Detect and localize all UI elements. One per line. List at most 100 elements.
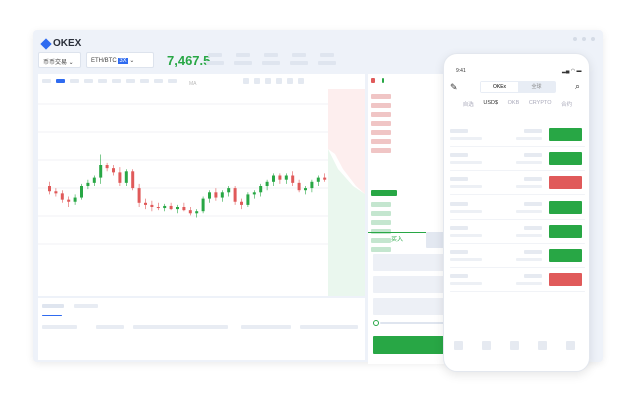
tab-futures[interactable]: 合约 [561, 102, 573, 108]
ask-row [371, 112, 391, 117]
stat-label [236, 53, 250, 57]
bid-row [371, 220, 391, 225]
row-price [524, 153, 542, 158]
indicator-select[interactable]: MA [189, 81, 197, 87]
row-divider [450, 291, 585, 293]
candle [195, 211, 199, 214]
interval-button[interactable] [140, 79, 149, 83]
stat-label [264, 53, 278, 57]
tool-icon[interactable] [276, 78, 282, 84]
tab-okb[interactable]: OKB [507, 100, 520, 106]
stat-value [206, 61, 224, 65]
row-fiat [516, 282, 542, 286]
candle [272, 175, 275, 182]
buy-button[interactable] [373, 336, 448, 354]
tool-icon[interactable] [243, 78, 249, 84]
segment-okex[interactable]: OKEx [481, 82, 518, 92]
total-input[interactable] [373, 298, 448, 315]
row-symbol [450, 129, 468, 133]
candle [188, 210, 192, 214]
row-volume [450, 258, 482, 261]
candle [316, 177, 320, 182]
orderbook: 买入 [368, 74, 448, 364]
depth-toggle[interactable] [382, 78, 384, 83]
tab-crypto[interactable]: CRYPTO [528, 100, 552, 106]
nav-icon[interactable] [510, 341, 519, 350]
tool-icon[interactable] [265, 78, 271, 84]
candle [297, 182, 301, 191]
interval-button[interactable] [154, 79, 163, 83]
nav-icon[interactable] [538, 341, 547, 350]
interval-button[interactable] [84, 79, 93, 83]
tab-usd[interactable]: USD$ [483, 100, 499, 106]
market-select[interactable]: 币币交易 ⌄ [38, 52, 81, 68]
tab-history[interactable] [74, 304, 98, 308]
tool-icon[interactable] [254, 78, 260, 84]
buy-tab[interactable]: 买入 [368, 232, 426, 248]
interval-button[interactable] [168, 79, 177, 83]
stat-value [262, 61, 280, 65]
row-fiat [516, 258, 542, 261]
tab-favorites[interactable]: 自选 [462, 102, 474, 108]
row-volume [450, 282, 482, 286]
sell-tab[interactable] [426, 232, 448, 248]
amount-slider[interactable] [380, 322, 448, 324]
tab-open-orders[interactable] [42, 304, 64, 308]
depth-bids [328, 149, 365, 296]
candle [304, 188, 307, 191]
interval-button[interactable] [126, 79, 135, 83]
nav-icon[interactable] [566, 341, 575, 350]
candles-svg [38, 89, 365, 296]
candle [60, 193, 64, 200]
mid-price [371, 190, 397, 196]
bid-row [371, 202, 391, 207]
change-button[interactable] [549, 224, 582, 238]
row-fiat [516, 209, 542, 213]
change-button[interactable] [549, 200, 582, 214]
stat-value [234, 61, 252, 65]
row-divider [450, 267, 585, 268]
pair-select[interactable]: ETH/BTC 3X ⌄ [86, 52, 154, 68]
candle [176, 207, 179, 210]
interval-button[interactable] [112, 79, 121, 83]
bid-row [371, 211, 391, 216]
interval-button[interactable] [98, 79, 107, 83]
candle [92, 177, 96, 183]
candle [150, 204, 154, 207]
depth-toggle[interactable] [371, 78, 375, 83]
search-icon[interactable]: ⌕ [575, 81, 581, 91]
candle [240, 201, 243, 205]
kline-chart[interactable]: MA [38, 74, 365, 296]
segment-global[interactable]: 全球 [531, 84, 542, 90]
edit-icon[interactable]: ✎ [450, 82, 458, 92]
ask-row [371, 121, 391, 126]
row-price [524, 250, 542, 254]
orders-panel [38, 298, 365, 360]
row-price [524, 129, 542, 133]
change-button[interactable] [549, 273, 582, 287]
interval-button[interactable] [56, 79, 65, 83]
ask-row [371, 103, 391, 108]
row-price [524, 201, 542, 206]
amount-input[interactable] [373, 276, 448, 293]
nav-icon[interactable] [482, 341, 491, 350]
stat-label [320, 53, 334, 57]
row-price [524, 225, 542, 230]
tool-icon[interactable] [287, 78, 293, 84]
change-button[interactable] [549, 152, 582, 166]
interval-button[interactable] [42, 79, 51, 83]
change-button[interactable] [549, 249, 582, 262]
tool-icon[interactable] [298, 78, 304, 84]
price-input[interactable] [373, 254, 448, 271]
nav-icon[interactable] [454, 341, 463, 350]
slider-handle[interactable] [373, 320, 379, 326]
candle [86, 182, 90, 186]
interval-button[interactable] [70, 79, 79, 83]
row-fiat [516, 137, 542, 140]
candle [278, 175, 282, 180]
candle [54, 191, 58, 194]
bid-row [371, 247, 391, 252]
row-volume [450, 137, 482, 140]
change-button[interactable] [549, 128, 582, 141]
change-button[interactable] [549, 176, 582, 190]
